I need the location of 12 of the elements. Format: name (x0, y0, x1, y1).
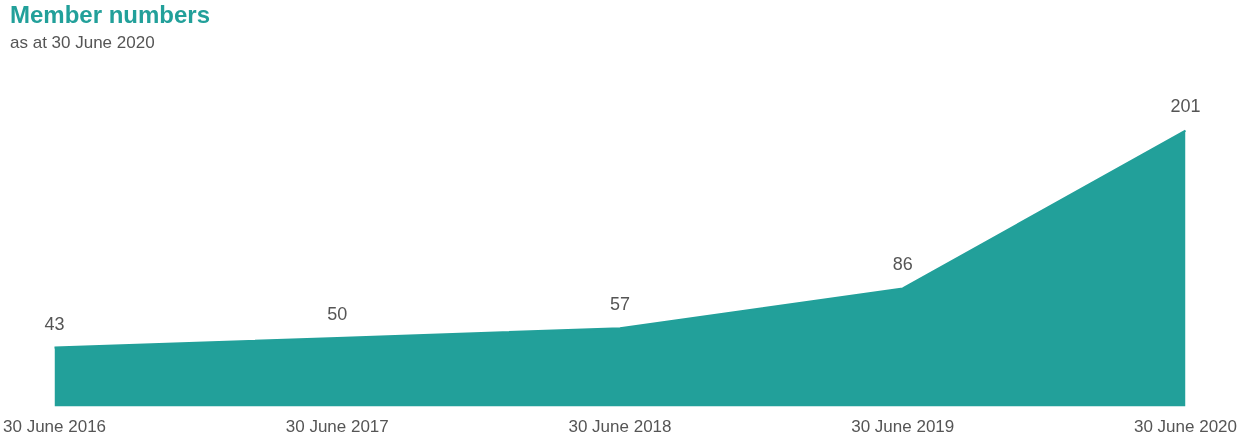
x-tick-label: 30 June 2017 (285, 417, 389, 437)
data-label: 43 (44, 313, 65, 334)
chart-subtitle: as at 30 June 2020 (10, 32, 155, 52)
data-label: 57 (609, 294, 631, 315)
x-tick-label: 30 June 2019 (851, 417, 955, 437)
chart-title: Member numbers (10, 1, 211, 29)
x-tick-label: 30 June 2016 (3, 417, 107, 437)
data-label: 86 (892, 254, 913, 275)
data-label: 50 (327, 303, 348, 324)
x-tick-label: 30 June 2020 (1133, 417, 1237, 437)
data-label: 201 (1170, 96, 1201, 117)
x-tick-label: 30 June 2018 (568, 417, 672, 437)
